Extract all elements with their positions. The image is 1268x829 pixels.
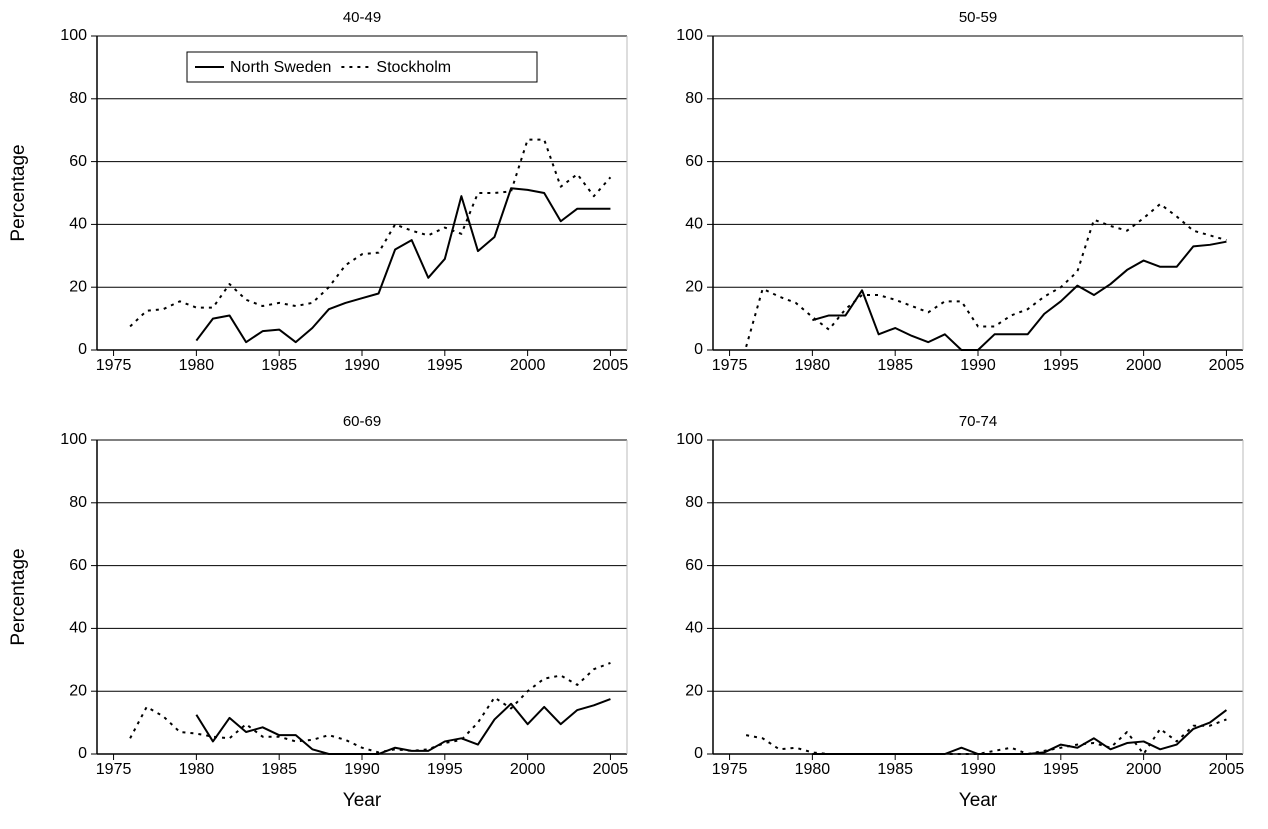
x-tick-label: 1975: [96, 357, 132, 374]
x-tick-label: 2005: [1209, 761, 1245, 778]
x-tick-label: 1975: [96, 761, 132, 778]
chart-title: 70-74: [959, 413, 997, 430]
y-tick-label: 0: [694, 341, 703, 358]
legend-label: Stockholm: [376, 59, 451, 76]
y-tick-label: 60: [69, 153, 87, 170]
panel: 40-49 0 20 40 60 80 100 1975 1980 1985 1990 1995 200…: [8, 9, 628, 374]
y-tick-label: 100: [676, 431, 703, 448]
legend-box: [186, 51, 538, 83]
y-tick-label: 60: [69, 557, 87, 574]
x-tick-label: 1985: [261, 357, 297, 374]
y-axis-title: Percentage: [8, 548, 29, 645]
series-line: [812, 240, 1227, 351]
x-tick-label: 2000: [1126, 357, 1162, 374]
x-tick-label: 1975: [712, 357, 748, 374]
y-tick-label: 20: [685, 682, 703, 699]
y-tick-label: 60: [685, 557, 703, 574]
chart-title: 60-69: [343, 413, 381, 430]
y-tick-label: 20: [685, 278, 703, 295]
x-tick-label: 1990: [344, 357, 380, 374]
panel: 50-59 0 20 40 60 80 100 1975 1980 1985 1990 1995 200…: [676, 9, 1244, 374]
y-tick-label: 100: [60, 27, 87, 44]
series-line: [745, 718, 1227, 755]
y-tick-label: 0: [78, 745, 87, 762]
y-tick-label: 20: [69, 278, 87, 295]
x-tick-label: 1990: [960, 761, 996, 778]
legend: North Sweden Stockholm: [186, 51, 538, 83]
y-tick-label: 80: [69, 90, 87, 107]
y-tick-label: 40: [685, 620, 703, 637]
panel: 70-74 0 20 40 60 80 100 1975 1980 1985 1990 1995 200…: [676, 413, 1244, 811]
series-line: [195, 698, 611, 755]
y-tick-label: 20: [69, 682, 87, 699]
y-tick-label: 100: [60, 431, 87, 448]
x-tick-label: 1995: [427, 357, 463, 374]
x-tick-label: 1985: [877, 761, 913, 778]
x-tick-label: 2005: [593, 357, 629, 374]
y-tick-label: 0: [78, 341, 87, 358]
panel: 60-69 0 20 40 60 80 100 1975 1980 1985 1990 1995 200…: [8, 413, 628, 811]
x-tick-label: 2000: [510, 761, 546, 778]
series-line: [195, 187, 611, 344]
x-tick-label: 1975: [712, 761, 748, 778]
x-tick-label: 1995: [427, 761, 463, 778]
series-line: [129, 138, 612, 328]
x-tick-label: 1995: [1043, 761, 1079, 778]
x-tick-label: 1980: [179, 357, 215, 374]
x-tick-label: 1995: [1043, 357, 1079, 374]
y-tick-label: 80: [685, 90, 703, 107]
y-tick-label: 40: [69, 620, 87, 637]
series-line: [745, 202, 1227, 348]
x-tick-label: 1980: [795, 761, 831, 778]
y-tick-label: 80: [69, 494, 87, 511]
y-axis-title: Percentage: [8, 144, 29, 241]
y-tick-label: 80: [685, 494, 703, 511]
chart-title: 40-49: [343, 9, 381, 26]
y-tick-label: 0: [694, 745, 703, 762]
x-tick-label: 1980: [179, 761, 215, 778]
x-tick-label: 1985: [877, 357, 913, 374]
x-tick-label: 1990: [344, 761, 380, 778]
y-tick-label: 40: [685, 216, 703, 233]
x-tick-label: 1990: [960, 357, 996, 374]
x-tick-label: 2005: [1209, 357, 1245, 374]
x-axis-title: Year: [343, 790, 382, 811]
x-tick-label: 2000: [510, 357, 546, 374]
y-tick-label: 60: [685, 153, 703, 170]
legend-label: North Sweden: [230, 59, 331, 76]
y-tick-label: 40: [69, 216, 87, 233]
series-line: [129, 662, 611, 754]
x-tick-label: 2005: [593, 761, 629, 778]
x-tick-label: 2000: [1126, 761, 1162, 778]
chart-title: 50-59: [959, 9, 997, 26]
x-axis-title: Year: [959, 790, 998, 811]
y-tick-label: 100: [676, 27, 703, 44]
series-line: [812, 709, 1228, 755]
x-tick-label: 1985: [261, 761, 297, 778]
x-tick-label: 1980: [795, 357, 831, 374]
